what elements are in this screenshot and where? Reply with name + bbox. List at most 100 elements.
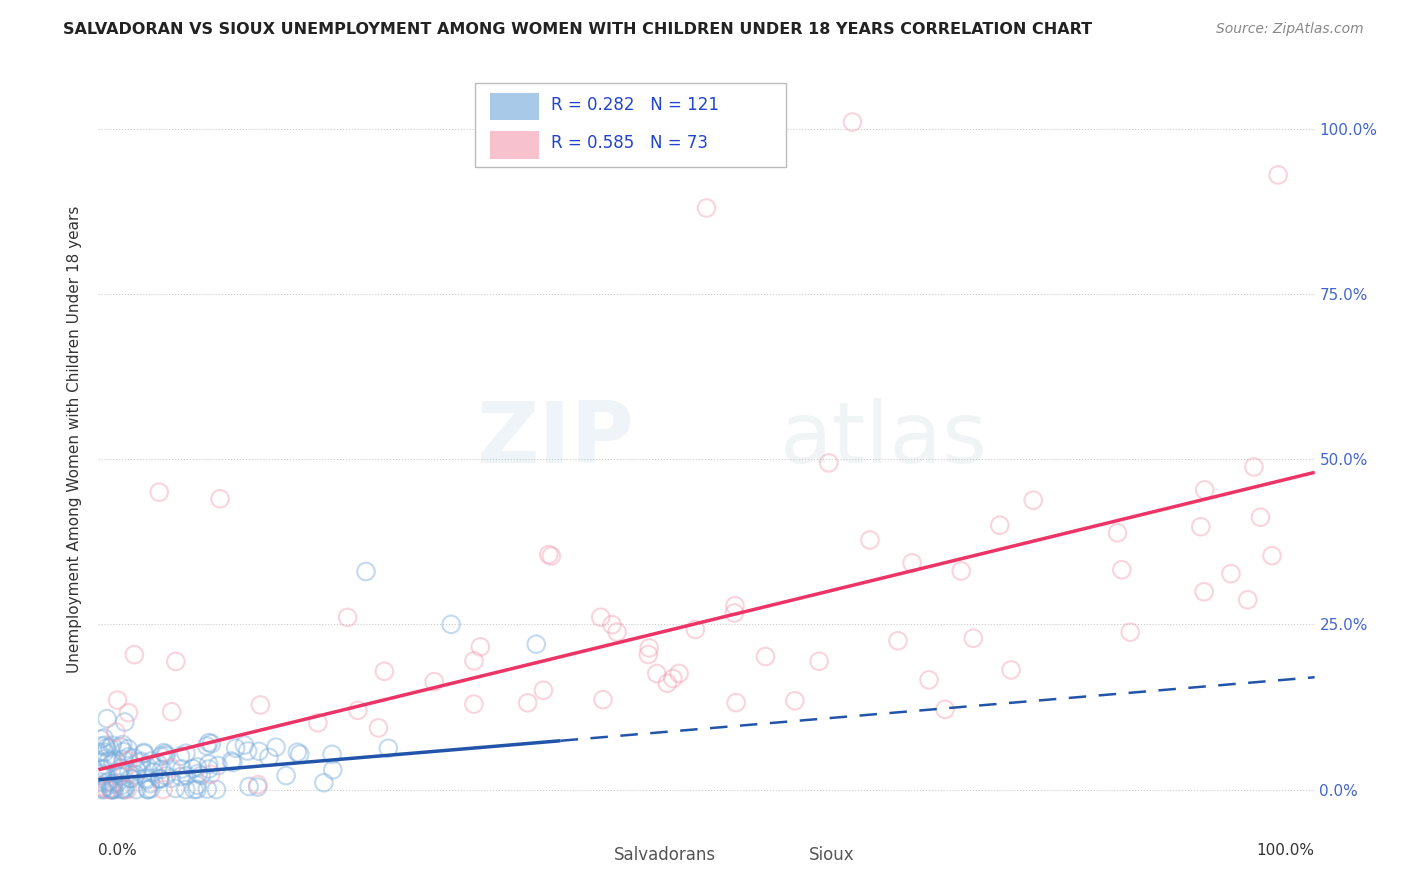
Point <box>1192 584 1215 599</box>
Point <box>238 780 260 794</box>
Point <box>141 754 163 768</box>
Point <box>96 740 118 755</box>
Point <box>841 115 863 129</box>
Point <box>176 769 198 783</box>
Point <box>150 762 173 776</box>
Point <box>104 753 127 767</box>
Point <box>233 738 256 752</box>
Point <box>122 751 145 765</box>
Point <box>108 770 131 784</box>
Point <box>725 696 748 710</box>
Point <box>531 683 554 698</box>
Point <box>170 770 193 784</box>
Point <box>423 674 446 689</box>
Point <box>90 775 112 789</box>
Y-axis label: Unemployment Among Women with Children Under 18 years: Unemployment Among Women with Children U… <box>67 206 83 673</box>
FancyBboxPatch shape <box>491 93 538 120</box>
Point <box>139 781 162 796</box>
Point <box>901 556 924 570</box>
Point <box>540 549 562 563</box>
Point <box>247 744 270 758</box>
Point <box>246 780 269 794</box>
Point <box>103 782 125 797</box>
Point <box>723 606 745 620</box>
Point <box>685 623 707 637</box>
Point <box>589 610 612 624</box>
Point <box>183 782 205 797</box>
Point <box>1249 510 1271 524</box>
Point <box>160 705 183 719</box>
Point <box>187 766 209 780</box>
Point <box>988 518 1011 533</box>
Point <box>107 765 129 780</box>
Point <box>155 748 177 763</box>
Point <box>1119 625 1142 640</box>
Text: atlas: atlas <box>779 398 987 481</box>
Point <box>186 782 208 797</box>
Point <box>307 715 329 730</box>
Point <box>336 610 359 624</box>
FancyBboxPatch shape <box>491 131 538 159</box>
Point <box>181 762 204 776</box>
Point <box>98 740 121 755</box>
Point <box>111 738 134 752</box>
Point <box>100 782 122 797</box>
Point <box>645 666 668 681</box>
Point <box>1236 592 1258 607</box>
Point <box>754 649 776 664</box>
Point <box>322 763 344 777</box>
Point <box>98 781 121 796</box>
Point <box>111 765 134 780</box>
Point <box>91 781 114 796</box>
Point <box>94 751 117 765</box>
Point <box>120 772 142 786</box>
Point <box>103 782 125 797</box>
Point <box>160 772 183 786</box>
Point <box>135 773 157 788</box>
Point <box>808 654 831 668</box>
Point <box>174 782 197 797</box>
Point <box>139 776 162 790</box>
Point <box>103 777 125 791</box>
Point <box>155 769 177 783</box>
Point <box>934 702 956 716</box>
Text: Sioux: Sioux <box>808 847 855 864</box>
Point <box>190 768 212 782</box>
Point <box>1189 520 1212 534</box>
Point <box>114 782 136 797</box>
Point <box>117 782 139 797</box>
Point <box>117 741 139 756</box>
Text: ZIP: ZIP <box>475 398 634 481</box>
Text: Source: ZipAtlas.com: Source: ZipAtlas.com <box>1216 22 1364 37</box>
Point <box>285 745 308 759</box>
Text: Salvadorans: Salvadorans <box>614 847 716 864</box>
Point <box>101 782 124 797</box>
Point <box>186 778 208 792</box>
Point <box>918 673 941 687</box>
Point <box>87 745 110 759</box>
Point <box>124 648 146 662</box>
Point <box>112 752 135 766</box>
Point <box>463 654 485 668</box>
Point <box>312 776 335 790</box>
Point <box>195 782 218 797</box>
Point <box>93 731 115 745</box>
Point <box>101 782 124 797</box>
Point <box>135 772 157 786</box>
Point <box>174 746 197 760</box>
Point <box>89 768 111 782</box>
Point <box>1107 525 1129 540</box>
Point <box>90 732 112 747</box>
Point <box>367 721 389 735</box>
Point <box>221 754 243 768</box>
Point <box>249 698 271 712</box>
Point <box>962 632 984 646</box>
Point <box>516 696 538 710</box>
Point <box>638 640 661 655</box>
Text: 0.0%: 0.0% <box>98 843 138 858</box>
Point <box>101 756 124 770</box>
Text: R = 0.282   N = 121: R = 0.282 N = 121 <box>551 96 718 114</box>
Point <box>112 782 135 797</box>
Point <box>128 756 150 770</box>
Point <box>148 772 170 786</box>
